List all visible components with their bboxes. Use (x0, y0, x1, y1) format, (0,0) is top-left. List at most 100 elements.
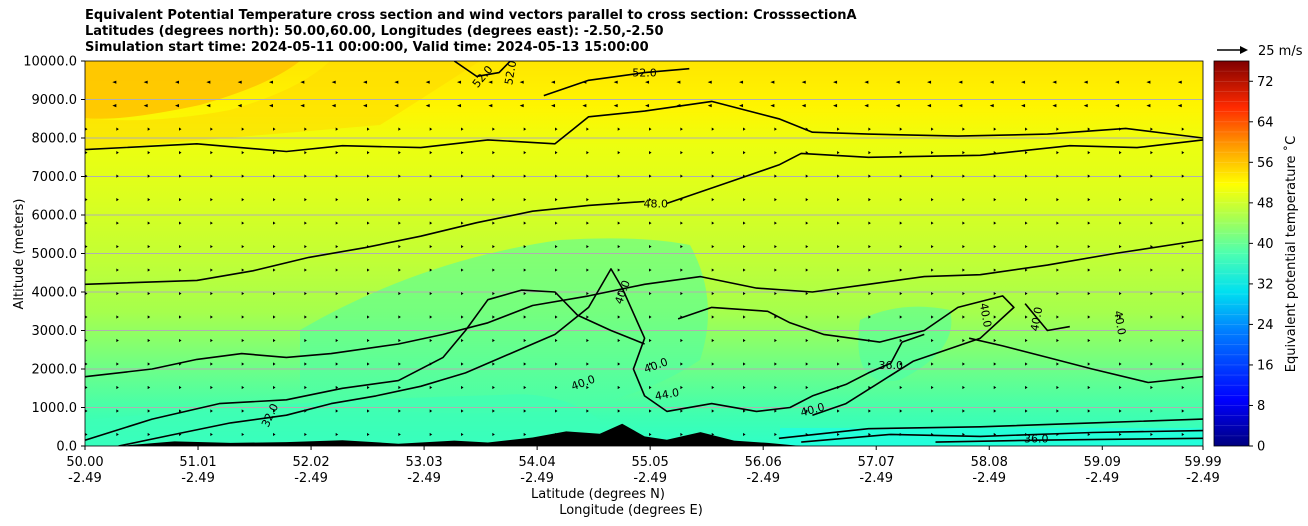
wind-arrow-icon (837, 127, 840, 131)
wind-arrow-icon (147, 127, 151, 131)
wind-arrow-icon (837, 409, 840, 413)
wind-arrow-icon (899, 291, 903, 296)
wind-arrow-icon (461, 174, 464, 178)
wind-arrow-icon (707, 104, 712, 108)
wind-arrow-icon (1181, 291, 1185, 296)
wind-arrow-icon (868, 174, 871, 178)
wind-arrow-icon (711, 409, 715, 413)
wind-arrow-icon (931, 268, 934, 272)
wind-arrow-icon (363, 80, 368, 84)
wind-arrow-icon (304, 127, 307, 131)
quiver-key: 25 m/s (1217, 44, 1303, 59)
wind-arrow-icon (931, 221, 934, 225)
wind-arrow-icon (743, 268, 746, 272)
wind-arrow-icon (770, 104, 775, 108)
wind-arrow-icon (457, 104, 462, 108)
wind-arrow-icon (774, 221, 777, 225)
wind-arrow-icon (1056, 221, 1059, 225)
wind-arrow-icon (492, 244, 495, 249)
wind-arrow-icon (1056, 315, 1059, 319)
wind-arrow-icon (210, 221, 213, 225)
wind-arrow-icon (1025, 198, 1028, 202)
wind-arrow-icon (774, 291, 777, 296)
wind-arrow-icon (523, 432, 527, 437)
x-tick-label-lon: -2.49 (633, 471, 667, 486)
x-tick-label-lat: 57.07 (858, 455, 895, 470)
wind-arrow-icon (335, 338, 339, 343)
wind-arrow-icon (868, 268, 871, 272)
wind-arrow-icon (931, 315, 934, 319)
wind-arrow-icon (962, 151, 965, 155)
wind-arrow-icon (210, 127, 213, 131)
wind-arrow-icon (993, 315, 997, 319)
wind-arrow-icon (429, 291, 433, 296)
wind-arrow-icon (899, 221, 903, 225)
wind-arrow-icon (85, 385, 88, 390)
wind-arrow-icon (1181, 244, 1185, 249)
wind-arrow-icon (711, 221, 715, 225)
wind-arrow-icon (335, 244, 339, 249)
wind-arrow-icon (147, 174, 151, 178)
wind-arrow-icon (1115, 80, 1120, 84)
wind-arrow-icon (649, 127, 652, 131)
wind-arrow-icon (931, 291, 934, 296)
wind-arrow-icon (85, 315, 88, 319)
wind-arrow-icon (837, 221, 840, 225)
wind-arrow-icon (147, 151, 151, 155)
contour-label: 52.0 (632, 67, 657, 80)
wind-arrow-icon (837, 338, 840, 343)
wind-arrow-icon (868, 127, 871, 131)
wind-arrow-icon (711, 338, 715, 343)
wind-arrow-icon (398, 221, 401, 225)
colorbar-tick-label: 56 (1257, 156, 1274, 171)
wind-arrow-icon (993, 174, 997, 178)
wind-arrow-icon (711, 174, 715, 178)
wind-arrow-icon (147, 338, 151, 343)
wind-arrow-icon (1025, 174, 1028, 178)
wind-arrow-icon (304, 244, 307, 249)
wind-arrow-icon (179, 315, 182, 319)
wind-arrow-icon (425, 104, 430, 108)
wind-arrow-icon (1119, 432, 1122, 437)
wind-arrow-icon (179, 291, 182, 296)
wind-arrow-icon (1025, 151, 1028, 155)
wind-arrow-icon (492, 409, 495, 413)
wind-arrow-icon (555, 362, 558, 366)
y-tick-label: 10000.0 (23, 55, 77, 70)
wind-arrow-icon (551, 80, 556, 84)
wind-arrow-icon (1181, 315, 1185, 319)
wind-arrow-icon (304, 315, 307, 319)
wind-arrow-icon (241, 291, 245, 296)
wind-arrow-icon (962, 315, 965, 319)
wind-arrow-icon (1150, 151, 1153, 155)
wind-arrow-icon (837, 151, 840, 155)
wind-arrow-icon (645, 104, 650, 108)
wind-arrow-icon (523, 174, 527, 178)
wind-arrow-icon (300, 104, 305, 108)
wind-arrow-icon (429, 127, 433, 131)
wind-arrow-icon (523, 291, 527, 296)
wind-arrow-icon (711, 127, 715, 131)
wind-arrow-icon (739, 80, 744, 84)
wind-arrow-icon (649, 221, 652, 225)
wind-arrow-icon (81, 81, 85, 84)
wind-arrow-icon (774, 432, 777, 437)
wind-arrow-icon (179, 198, 182, 202)
wind-arrow-icon (805, 338, 809, 343)
wind-arrow-icon (331, 80, 336, 84)
wind-arrow-icon (116, 151, 119, 155)
wind-arrow-icon (1087, 221, 1091, 225)
contour-line-40 (118, 268, 925, 446)
wind-arrow-icon (837, 315, 840, 319)
wind-arrow-icon (241, 315, 245, 319)
wind-arrow-icon (519, 80, 524, 84)
wind-arrow-icon (743, 338, 746, 343)
wind-arrow-icon (1177, 104, 1182, 108)
contour-label: 36.0 (879, 359, 904, 372)
wind-arrow-icon (85, 409, 88, 413)
wind-arrow-icon (175, 104, 180, 108)
wind-arrow-icon (586, 268, 589, 272)
wind-arrow-icon (649, 198, 652, 202)
wind-arrow-icon (335, 385, 339, 390)
wind-arrow-icon (833, 104, 838, 108)
